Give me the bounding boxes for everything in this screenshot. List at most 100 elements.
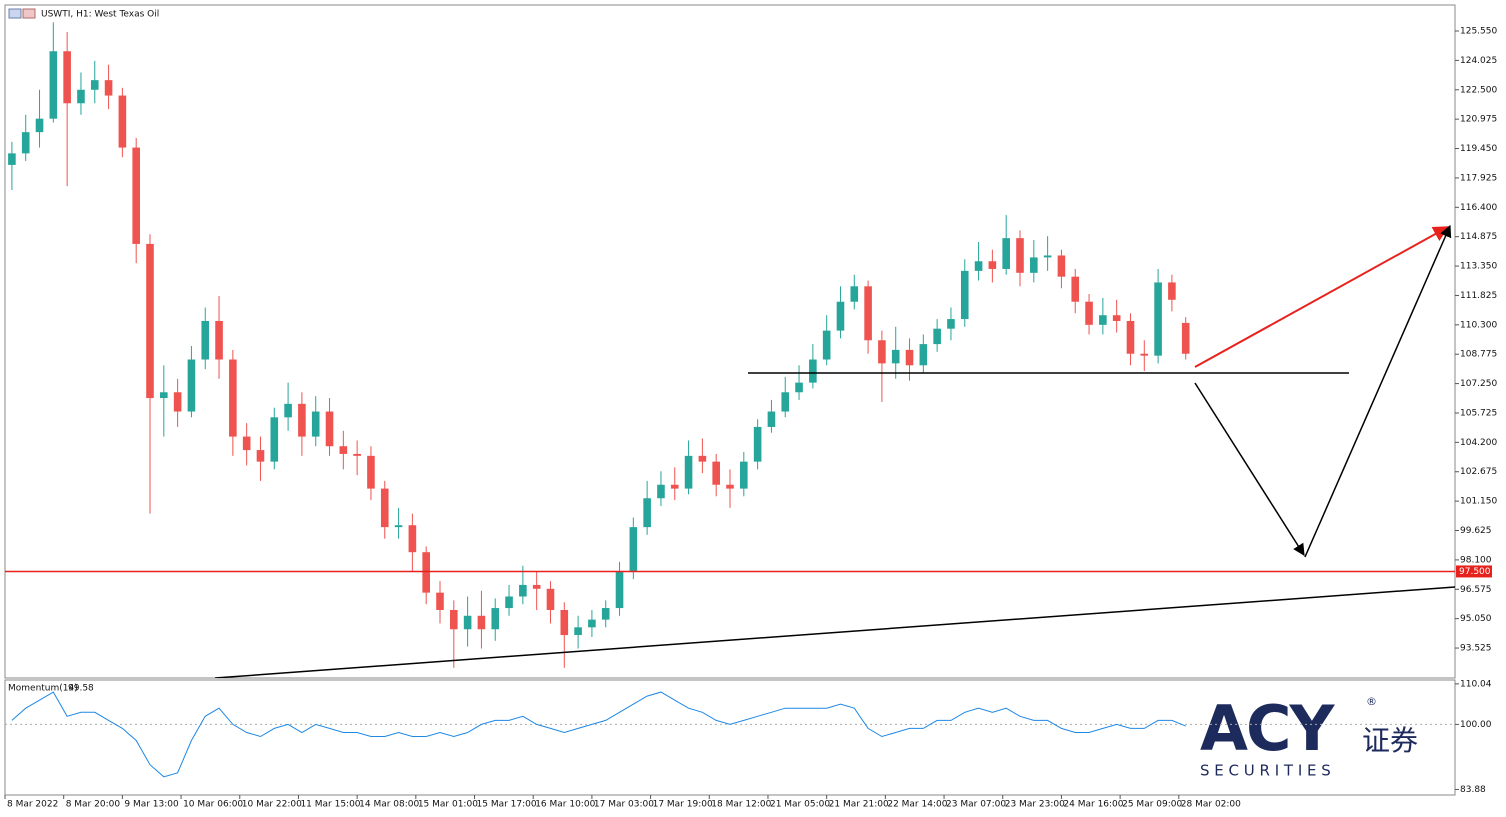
x-tick-label: 24 Mar 16:00 xyxy=(1063,800,1123,810)
candle-body xyxy=(160,392,168,399)
candle-body xyxy=(1168,282,1176,300)
y-tick-label: 99.625 xyxy=(1460,526,1492,536)
bear-arrow xyxy=(1304,224,1452,558)
candle-body xyxy=(643,498,651,528)
candle-body xyxy=(201,320,210,360)
candle-body xyxy=(173,392,182,412)
y-tick-label: 105.725 xyxy=(1460,408,1497,418)
x-tick-label: 11 Mar 15:00 xyxy=(300,800,360,810)
candle-body xyxy=(394,525,403,528)
x-tick-label: 17 Mar 19:00 xyxy=(653,800,713,810)
candle-body xyxy=(118,95,127,148)
x-tick-label: 22 Mar 14:00 xyxy=(887,800,947,810)
candle-body xyxy=(809,359,817,383)
candle-body xyxy=(670,484,679,489)
x-tick-label: 17 Mar 03:00 xyxy=(594,800,654,810)
candle-body xyxy=(77,89,85,104)
candle-body xyxy=(477,615,486,630)
candle-body xyxy=(353,453,361,456)
candle-body xyxy=(1154,282,1162,356)
candle-body xyxy=(905,349,914,366)
candle-body xyxy=(408,525,417,553)
y-tick-label: 104.200 xyxy=(1460,438,1497,448)
candle-body xyxy=(325,411,334,447)
candle-body xyxy=(8,153,16,165)
y-tick-label: 93.525 xyxy=(1460,644,1492,654)
y-tick-label: 116.400 xyxy=(1460,203,1497,213)
candle-body xyxy=(822,330,831,360)
y-tick-label: 108.775 xyxy=(1460,350,1497,360)
candle-body xyxy=(35,118,44,133)
x-tick-label: 23 Mar 07:00 xyxy=(946,800,1006,810)
candle-body xyxy=(684,455,693,489)
candle-body xyxy=(740,461,748,489)
y-tick-label: 110.04 xyxy=(1460,679,1492,689)
candle-body xyxy=(63,51,71,104)
candle-body xyxy=(90,80,99,90)
candle-body xyxy=(960,270,969,320)
candle-body xyxy=(132,147,140,244)
x-tick-label: 18 Mar 12:00 xyxy=(711,800,771,810)
y-tick-label: 114.875 xyxy=(1460,232,1497,242)
x-tick-label: 21 Mar 21:00 xyxy=(829,800,889,810)
candle-body xyxy=(229,359,237,437)
candle-body xyxy=(215,320,223,360)
x-tick-label: 9 Mar 13:00 xyxy=(124,800,179,810)
candle-body xyxy=(146,243,154,399)
candle-body xyxy=(21,132,30,154)
y-tick-label: 124.025 xyxy=(1460,56,1497,66)
trend-line xyxy=(214,586,1455,678)
indicator-value: 99.58 xyxy=(68,684,94,694)
candle-body xyxy=(1030,257,1038,273)
candle-body xyxy=(1071,276,1080,302)
candle-body xyxy=(1099,315,1107,325)
candle-body xyxy=(532,584,541,589)
bear-arrow xyxy=(1194,382,1305,557)
candle-body xyxy=(836,301,845,331)
candle-body xyxy=(878,340,886,364)
candle-body xyxy=(560,609,569,636)
candle-body xyxy=(1112,315,1121,321)
candle-body xyxy=(256,450,265,462)
y-tick-label: 95.050 xyxy=(1460,614,1492,624)
logo-cn: 证券 xyxy=(1362,724,1418,757)
momentum-pane xyxy=(4,679,1456,796)
price-pane xyxy=(4,4,1456,679)
candle-body xyxy=(311,411,320,437)
y-tick-label: 100.00 xyxy=(1460,720,1492,730)
window-icon xyxy=(8,8,22,19)
candle-body xyxy=(422,552,430,593)
candle-body xyxy=(505,596,513,609)
candle-body xyxy=(1085,301,1093,325)
candle-body xyxy=(1126,320,1135,354)
candle-body xyxy=(49,51,58,119)
candle-body xyxy=(519,584,527,597)
candle-body xyxy=(615,571,624,609)
candle-body xyxy=(781,392,790,412)
bull-arrow xyxy=(1194,226,1450,368)
momentum-line xyxy=(11,691,1186,778)
candle-body xyxy=(629,527,638,572)
candle-body xyxy=(298,403,306,437)
y-tick-label: 101.150 xyxy=(1460,497,1497,507)
y-tick-label: 117.925 xyxy=(1460,173,1497,183)
candle-body xyxy=(601,608,610,620)
logo-reg: ® xyxy=(1366,695,1377,708)
candle-body xyxy=(1057,255,1066,277)
candle-body xyxy=(933,328,941,345)
y-tick-label: 110.300 xyxy=(1460,320,1497,330)
candle-body xyxy=(187,359,196,412)
candle-body xyxy=(1043,255,1052,258)
x-tick-label: 15 Mar 01:00 xyxy=(418,800,478,810)
price-level-label: 97.500 xyxy=(1459,567,1491,577)
x-tick-label: 23 Mar 23:00 xyxy=(1005,800,1065,810)
y-tick-label: 96.575 xyxy=(1460,585,1492,595)
candle-body xyxy=(1002,238,1010,269)
y-tick-label: 122.500 xyxy=(1460,85,1497,95)
x-tick-label: 14 Mar 08:00 xyxy=(359,800,419,810)
candle-body xyxy=(546,588,555,610)
candle-body xyxy=(988,261,997,269)
logo-sub: S E C U R I T I E S xyxy=(1200,762,1331,780)
candle-body xyxy=(753,426,762,462)
